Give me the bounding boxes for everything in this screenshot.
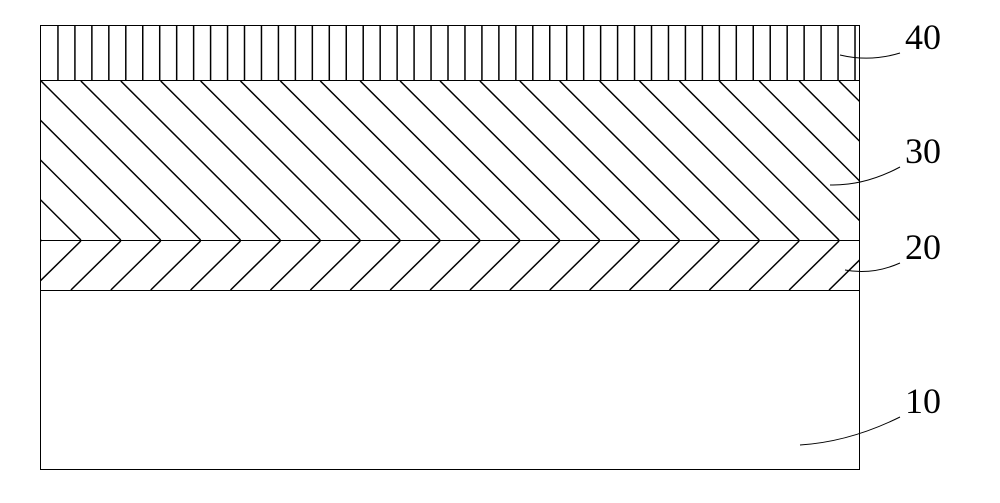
label-20: 20 xyxy=(905,226,941,268)
leader-10 xyxy=(0,0,1000,503)
label-10: 10 xyxy=(905,380,941,422)
label-40: 40 xyxy=(905,16,941,58)
label-30: 30 xyxy=(905,130,941,172)
